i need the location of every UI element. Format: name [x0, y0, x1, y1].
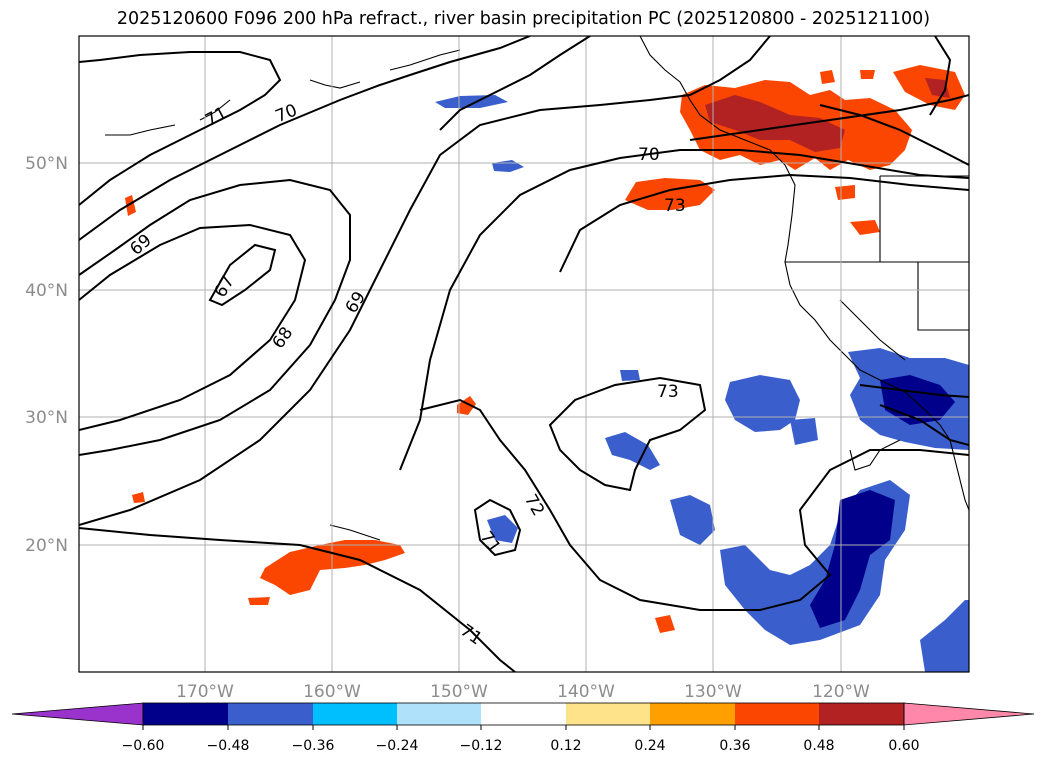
colorbar-tick-label: 0.60 [888, 738, 919, 754]
contour-71-small [473, 498, 522, 557]
colorbar-segment [481, 703, 566, 725]
contour-east-2 [819, 104, 969, 166]
colorbar-ticks [142, 725, 905, 730]
contour-69-west [79, 178, 351, 456]
precip-patch-small-3 [850, 220, 880, 235]
lon-label: 160°W [303, 682, 361, 702]
contour-70-east [399, 149, 969, 471]
colorbar-tick-label: 0.48 [803, 738, 834, 754]
contour-east-1 [689, 94, 969, 141]
contour-71-nw [79, 51, 282, 206]
precip-patch-small-2 [125, 195, 136, 216]
map-border [78, 35, 970, 673]
colorbar-under-arrow [11, 702, 144, 726]
lon-label: 140°W [557, 682, 615, 702]
precip-patch-small-7 [835, 185, 855, 200]
precip-patch-blue-3 [790, 418, 818, 445]
contour-73-south [548, 376, 707, 492]
precip-patch-small-5 [248, 597, 270, 605]
colorbar-segment [313, 703, 397, 725]
colorbar-segment [650, 703, 735, 725]
contour-71-south [79, 527, 516, 672]
precip-patch-subtropical-core [810, 490, 895, 628]
colorbar-outline [142, 702, 905, 726]
precip-patch-small-1 [457, 396, 476, 415]
coastline [105, 36, 969, 541]
contour-label: 73 [664, 196, 686, 216]
precip-patch-se-corner [920, 600, 969, 672]
lat-label: 40°N [25, 281, 68, 301]
contour-east-3 [929, 36, 952, 116]
precip-patch-pnw-core [705, 95, 845, 152]
precip-patch-small-9 [860, 70, 875, 79]
latitude-labels: 50°N 40°N 30°N 20°N [25, 154, 68, 556]
contour-east-4 [859, 384, 969, 398]
contour-73 [559, 173, 969, 273]
precip-patch-small-8 [820, 70, 835, 84]
map-title: 2025120600 F096 200 hPa refract., river … [116, 9, 931, 29]
contour-70-nw [79, 36, 531, 241]
colorbar-tick-label: −0.60 [122, 738, 165, 754]
precip-patch-north-pacific [435, 95, 508, 108]
precip-patch-central [605, 432, 660, 470]
colorbar-over-arrow [903, 702, 1035, 726]
graticule [79, 36, 969, 672]
contour-67-low [208, 243, 277, 307]
colorbar-segment [397, 703, 481, 725]
lat-label: 50°N [25, 154, 68, 174]
colorbar-tick-label: −0.12 [460, 738, 503, 754]
colorbar-segment [566, 703, 650, 725]
precip-patch-small-4 [655, 615, 675, 633]
colorbar-segment [819, 703, 904, 725]
colorbar-tick-label: 0.12 [550, 738, 581, 754]
precip-patch-small-6 [132, 492, 145, 503]
contour-72-top [439, 36, 591, 131]
colorbar-tick-label: −0.24 [376, 738, 419, 754]
precip-patch-hawaii-east [487, 515, 518, 543]
colorbar: −0.60 −0.48 −0.36 −0.24 −0.12 0.12 0.24 … [11, 702, 1035, 754]
lat-label: 30°N [25, 408, 68, 428]
contour-label: 70 [638, 145, 660, 165]
contour-72 [419, 398, 969, 611]
colorbar-segment [143, 703, 228, 725]
contour-east-5 [879, 404, 969, 446]
contour-68-west [79, 223, 307, 431]
colorbar-tick-label: 0.24 [634, 738, 665, 754]
colorbar-segment [228, 703, 313, 725]
precip-patch-small-blue [620, 370, 640, 381]
lon-label: 120°W [812, 682, 870, 702]
lon-label: 130°W [684, 682, 742, 702]
colorbar-tick-label: −0.36 [292, 738, 335, 754]
longitude-labels: 170°W 160°W 150°W 140°W 130°W 120°W [176, 682, 870, 702]
precip-patch-sw-small [670, 495, 715, 545]
lon-label: 150°W [430, 682, 488, 702]
lon-label: 170°W [176, 682, 234, 702]
refractivity-contours [79, 36, 969, 672]
contour-label: 73 [657, 382, 679, 402]
colorbar-segment [735, 703, 819, 725]
colorbar-tick-label: 0.36 [719, 738, 750, 754]
precip-patch-offshore-cal [725, 375, 800, 432]
colorbar-tick-labels: −0.60 −0.48 −0.36 −0.24 −0.12 0.12 0.24 … [122, 738, 920, 754]
colorbar-tick-label: −0.48 [207, 738, 250, 754]
contour-69-central [79, 36, 771, 526]
lat-label: 20°N [25, 536, 68, 556]
